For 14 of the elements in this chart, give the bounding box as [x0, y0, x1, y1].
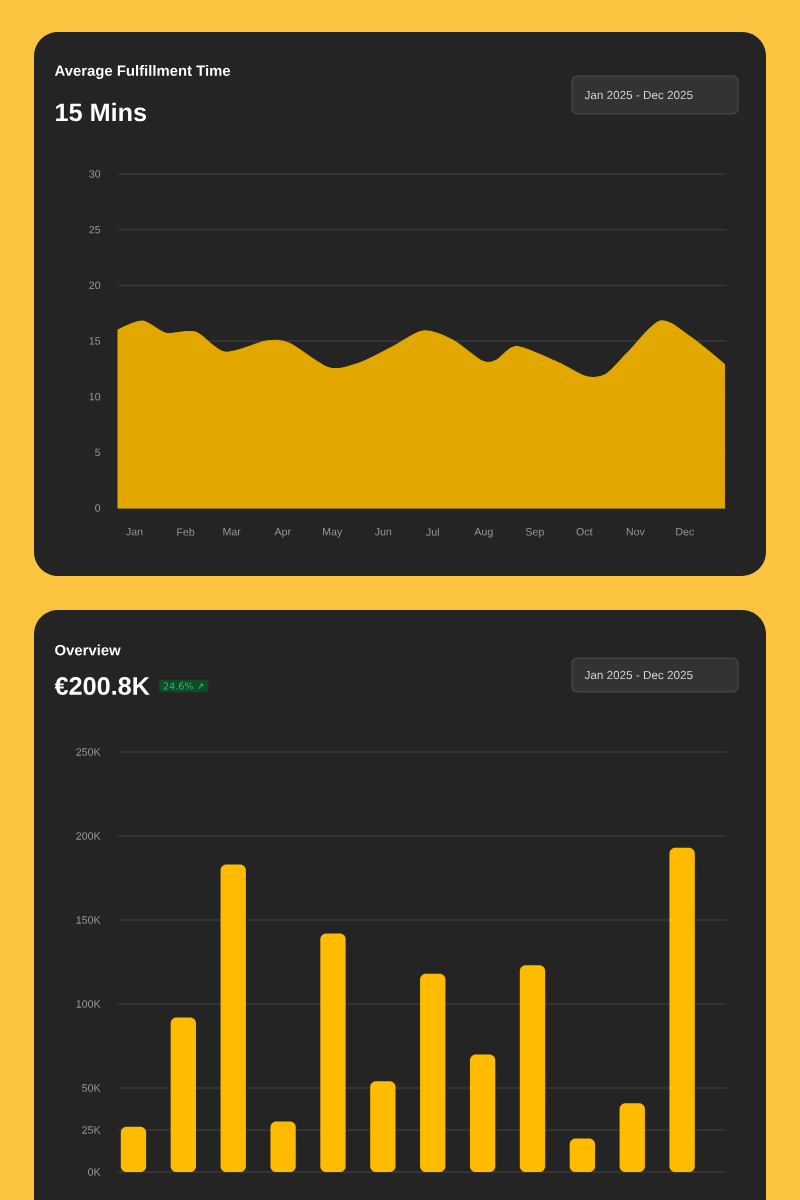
bar [619, 1103, 645, 1172]
bar [420, 973, 446, 1172]
bar [370, 1081, 396, 1172]
bar [220, 864, 246, 1172]
bar [669, 847, 695, 1172]
chart-subtitle: 15 Mins [56, 102, 147, 122]
bar [170, 1017, 197, 1172]
chart-subtitle: €200.8K [54, 677, 150, 695]
bar [320, 933, 346, 1172]
bar [469, 1054, 496, 1172]
bar [519, 965, 546, 1172]
bar [569, 1138, 596, 1172]
bar [270, 1121, 296, 1172]
bar [120, 1126, 147, 1172]
